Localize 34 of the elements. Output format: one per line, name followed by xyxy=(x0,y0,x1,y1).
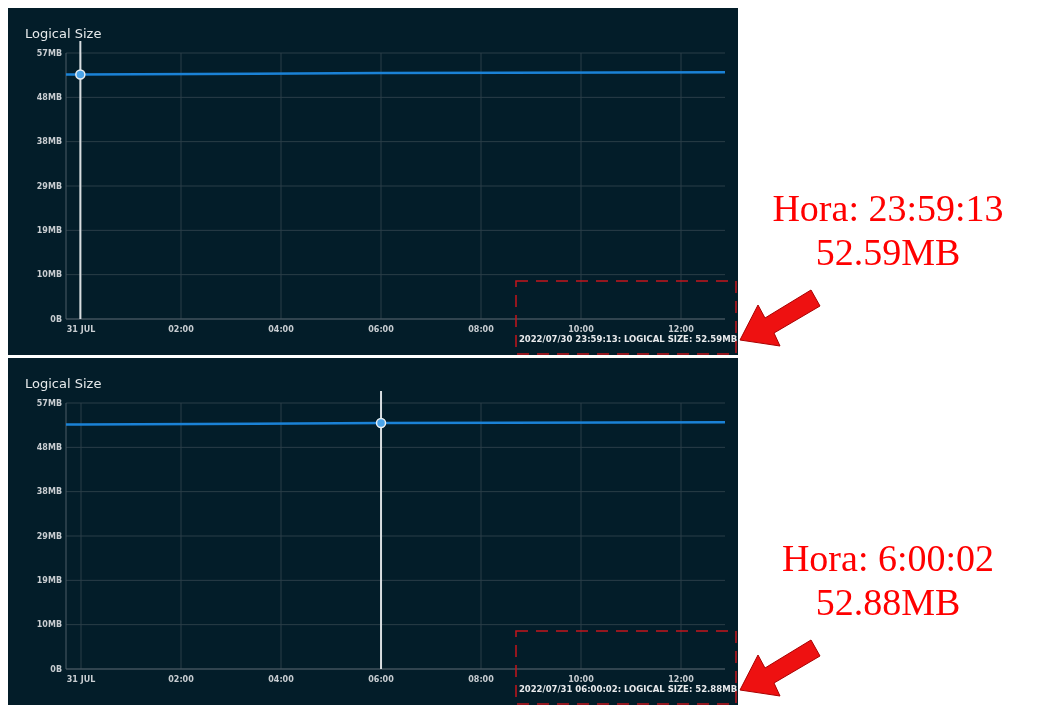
y-tick-label: 48MB xyxy=(36,443,62,453)
text: Hora: 23:59:13 52.59MB xyxy=(772,187,1004,273)
x-tick-label: 10:00 xyxy=(568,325,595,334)
x-tick-label: 08:00 xyxy=(468,675,495,684)
y-tick-label: 19MB xyxy=(36,576,62,586)
y-tick-label: 57MB xyxy=(36,398,62,408)
x-tick-label: 06:00 xyxy=(368,675,395,684)
x-tick-label: 06:00 xyxy=(368,325,395,334)
y-tick-label: 38MB xyxy=(36,487,62,497)
y-tick-label: 10MB xyxy=(36,270,62,280)
y-tick-label: 10MB xyxy=(36,620,62,630)
text: 2022/07/31 06:00:02: LOGICAL SIZE: 52.88MB xyxy=(518,684,738,694)
x-tick-label: 31 JUL xyxy=(66,675,96,684)
y-tick-label: 0B xyxy=(50,314,62,324)
x-tick-label: 12:00 xyxy=(668,675,695,684)
chart-title: Logical Size xyxy=(25,376,102,391)
y-tick-label: 29MB xyxy=(36,181,62,191)
x-tick-label: 08:00 xyxy=(468,325,495,334)
y-tick-label: 57MB xyxy=(36,48,62,58)
y-tick-label: 19MB xyxy=(36,226,62,236)
x-tick-label: 31 JUL xyxy=(66,325,96,334)
chart-title: Logical Size xyxy=(25,26,102,41)
text: Hora: 6:00:02 52.88MB xyxy=(781,537,995,623)
y-tick-label: 48MB xyxy=(36,93,62,103)
x-tick-label: 12:00 xyxy=(668,325,695,334)
y-tick-label: 38MB xyxy=(36,137,62,147)
y-tick-label: 29MB xyxy=(36,531,62,541)
y-tick-label: 0B xyxy=(50,664,62,674)
x-tick-label: 02:00 xyxy=(168,675,195,684)
x-tick-label: 04:00 xyxy=(268,325,295,334)
x-tick-label: 04:00 xyxy=(268,675,295,684)
text: 2022/07/30 23:59:13: LOGICAL SIZE: 52.59MB xyxy=(518,334,738,344)
x-tick-label: 02:00 xyxy=(168,325,195,334)
x-tick-label: 10:00 xyxy=(568,675,595,684)
